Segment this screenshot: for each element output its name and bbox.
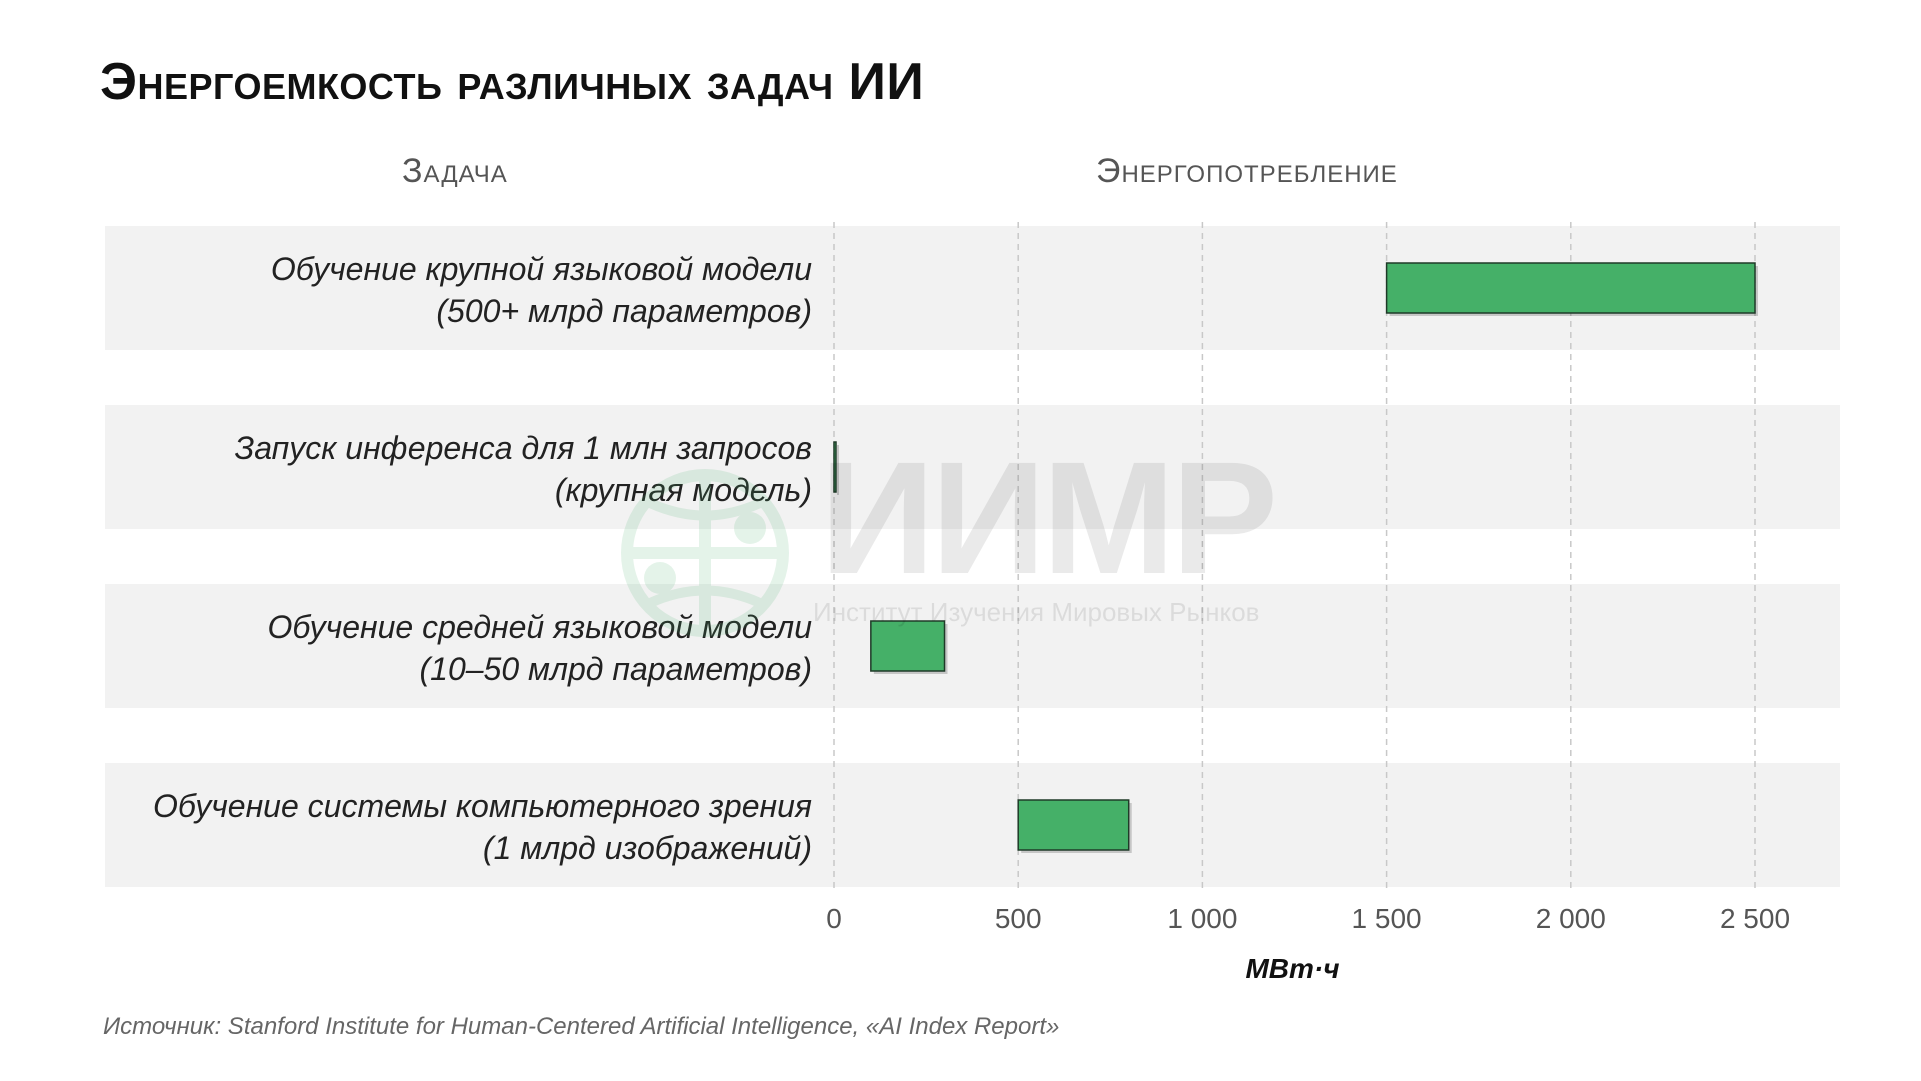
bar [833, 441, 837, 493]
bar [870, 620, 946, 672]
x-tick-labels: 0 500 1 000 1 500 2 000 2 500 [826, 903, 1790, 934]
x-tick-label: 500 [995, 903, 1042, 934]
row-band [105, 584, 1840, 708]
x-tick-label: 2 500 [1720, 903, 1790, 934]
bars [833, 262, 1758, 853]
task-column-header: Задача [402, 152, 508, 190]
source-note: Источник: Stanford Institute for Human-C… [103, 1013, 1060, 1040]
x-tick-label: 1 500 [1352, 903, 1422, 934]
range-bar-chart: Обучение крупной языковой модели (500+ мл… [105, 222, 1840, 984]
x-tick-label: 2 000 [1536, 903, 1606, 934]
category-label: Обучение системы компьютерного зрения (1 … [153, 788, 812, 866]
row-band [105, 763, 1840, 887]
category-labels: Обучение крупной языковой модели (500+ мл… [153, 251, 812, 866]
grid-lines [833, 222, 1756, 888]
category-label: Обучение средней языковой модели (10–50 м… [267, 609, 812, 687]
bar [1385, 262, 1756, 314]
category-label: Запуск инференса для 1 млн запросов (круп… [235, 430, 812, 508]
bar [1017, 799, 1130, 851]
chart-title: Энергоемкость различных задач ИИ [100, 53, 925, 111]
x-tick-label: 1 000 [1167, 903, 1237, 934]
row-bands [105, 226, 1840, 887]
x-axis-unit-label: МВт·ч [1245, 953, 1339, 984]
energy-column-header: Энергопотребление [1096, 152, 1398, 190]
row-band [105, 405, 1840, 529]
category-label: Обучение крупной языковой модели (500+ мл… [271, 251, 812, 329]
x-tick-label: 0 [826, 903, 842, 934]
bar-shadow [837, 445, 839, 495]
